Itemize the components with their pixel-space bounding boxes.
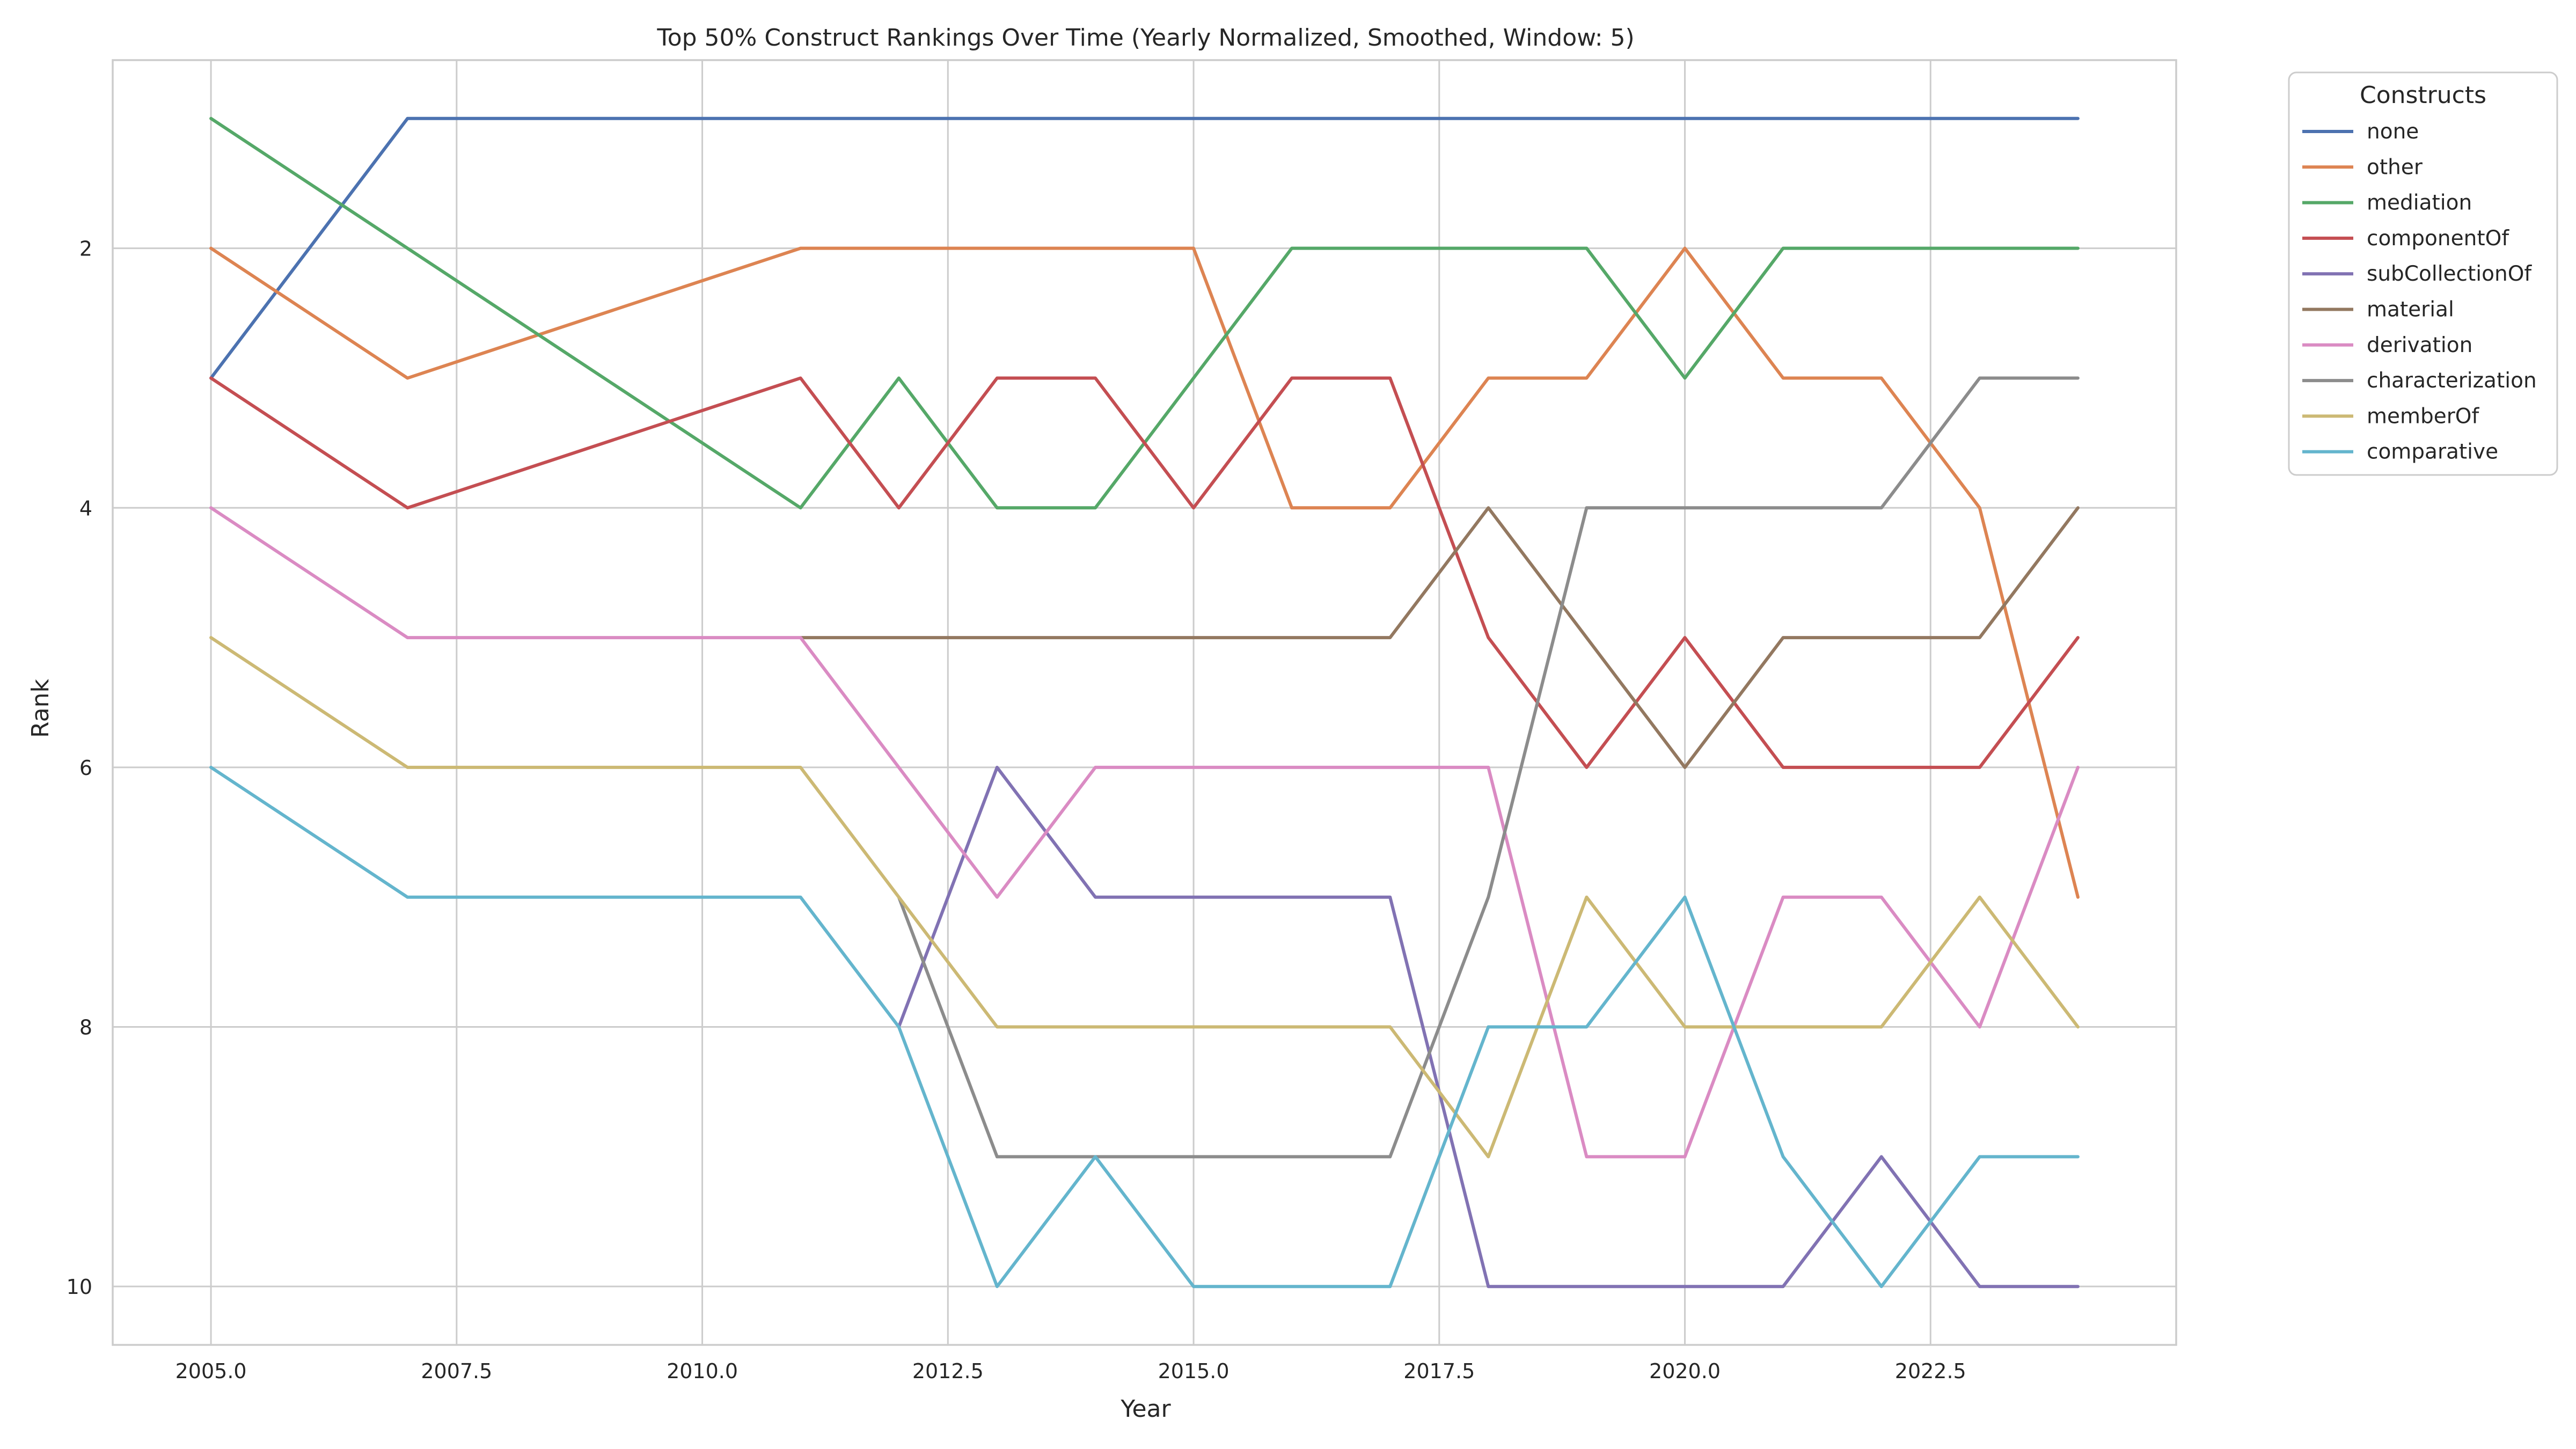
series-line-none bbox=[209, 116, 2080, 380]
legend-title: Constructs bbox=[2360, 82, 2486, 109]
legend-label-subCollectionOf: subCollectionOf bbox=[2367, 262, 2532, 286]
x-tick-label: 2010.0 bbox=[667, 1359, 738, 1383]
legend-label-componentOf: componentOf bbox=[2367, 226, 2509, 251]
plot-frame bbox=[112, 59, 2177, 1346]
series-lines bbox=[209, 116, 2080, 1289]
legend-label-characterization: characterization bbox=[2367, 369, 2537, 393]
x-axis-ticks: 2005.0 2007.5 2010.0 2012.5 2015.0 2017.5 2020… bbox=[175, 1359, 1966, 1383]
chart-title: Top 50% Construct Rankings Over Time (Ye… bbox=[656, 24, 1634, 52]
legend-frame bbox=[2288, 71, 2558, 476]
x-tick-label: 2007.5 bbox=[421, 1359, 492, 1383]
series-line-derivation bbox=[209, 506, 2080, 1159]
legend: Constructs none other mediation componentOf… bbox=[2288, 71, 2558, 476]
x-tick-label: 2022.5 bbox=[1895, 1359, 1966, 1383]
legend-label-memberOf: memberOf bbox=[2367, 404, 2479, 428]
series-line-componentOf bbox=[209, 376, 2080, 769]
y-axis-ticks: 2 4 6 8 10 bbox=[67, 237, 92, 1299]
series-line-comparative bbox=[209, 765, 2080, 1289]
y-axis-label: Rank bbox=[27, 679, 54, 738]
x-tick-label: 2020.0 bbox=[1649, 1359, 1721, 1383]
legend-items: none other mediation componentOf subCollecti… bbox=[2302, 120, 2537, 464]
x-tick-label: 2012.5 bbox=[912, 1359, 984, 1383]
legend-label-other: other bbox=[2367, 155, 2423, 179]
y-tick-label: 10 bbox=[67, 1275, 92, 1299]
series-line-subCollectionOf bbox=[897, 765, 2080, 1289]
x-tick-label: 2017.5 bbox=[1403, 1359, 1475, 1383]
series-line-memberOf bbox=[209, 636, 2080, 1159]
series-line-other bbox=[209, 246, 2080, 899]
y-tick-label: 6 bbox=[79, 756, 92, 780]
x-tick-label: 2015.0 bbox=[1158, 1359, 1230, 1383]
x-tick-label: 2005.0 bbox=[175, 1359, 247, 1383]
legend-label-derivation: derivation bbox=[2367, 333, 2472, 357]
legend-label-mediation: mediation bbox=[2367, 191, 2472, 215]
series-line-material bbox=[799, 506, 2080, 769]
legend-label-material: material bbox=[2367, 298, 2454, 322]
x-axis-label: Year bbox=[1120, 1395, 1171, 1423]
legend-label-comparative: comparative bbox=[2367, 440, 2498, 464]
y-tick-label: 8 bbox=[79, 1016, 92, 1040]
y-tick-label: 2 bbox=[79, 237, 92, 261]
legend-label-none: none bbox=[2367, 120, 2419, 144]
y-tick-label: 4 bbox=[79, 496, 92, 520]
